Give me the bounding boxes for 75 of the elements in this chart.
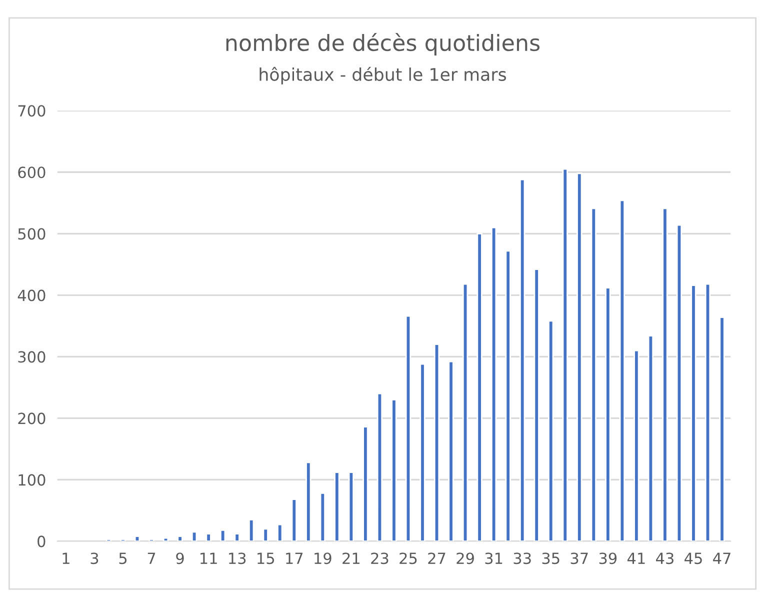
bar xyxy=(562,168,568,542)
bar xyxy=(676,224,682,542)
x-tick-label: 17 xyxy=(286,552,303,564)
x-tick-label: 31 xyxy=(485,552,502,564)
bar xyxy=(277,524,283,542)
bar xyxy=(719,316,725,542)
chart-subtitle: hôpitaux - début le 1er mars xyxy=(260,66,506,84)
x-tick-label: 25 xyxy=(400,552,417,564)
y-tick-label: 500 xyxy=(18,228,46,240)
y-tick-label: 100 xyxy=(18,474,46,486)
y-tick-label: 600 xyxy=(18,166,46,178)
x-tick-label: 13 xyxy=(229,552,246,564)
bar xyxy=(690,284,696,542)
bar xyxy=(476,232,482,542)
bar xyxy=(248,518,254,542)
bar xyxy=(662,208,668,542)
y-tick-label: 0 xyxy=(38,536,46,548)
x-tick-label: 21 xyxy=(342,552,360,564)
bar xyxy=(548,320,554,542)
x-tick-label: 9 xyxy=(176,552,184,564)
bar xyxy=(320,492,326,542)
bar xyxy=(520,178,526,542)
bar xyxy=(420,363,426,542)
bar xyxy=(590,208,596,542)
x-tick-label: 23 xyxy=(371,552,388,564)
x-tick-label: 27 xyxy=(428,552,446,564)
x-tick-label: 41 xyxy=(627,552,645,564)
bar xyxy=(619,200,626,542)
y-tick-label: 300 xyxy=(18,351,46,363)
x-tick-label: 39 xyxy=(599,552,617,564)
bar xyxy=(462,283,468,542)
bar xyxy=(434,344,440,542)
x-tick-label: 19 xyxy=(314,552,332,564)
bar xyxy=(505,250,511,542)
bar xyxy=(391,399,397,542)
bar xyxy=(191,531,198,542)
bar xyxy=(576,172,582,542)
bar xyxy=(605,287,611,542)
bar xyxy=(291,498,297,542)
bar xyxy=(405,315,412,542)
y-tick-label: 200 xyxy=(18,412,46,424)
bar xyxy=(234,533,240,542)
bar xyxy=(362,426,368,542)
x-tick-label: 3 xyxy=(90,552,98,564)
bar xyxy=(648,335,654,542)
bar xyxy=(534,268,540,542)
y-tick-label: 700 xyxy=(18,105,46,117)
bar xyxy=(348,472,354,542)
y-tick-label: 400 xyxy=(18,290,46,302)
bar xyxy=(134,536,140,542)
x-tick-label: 7 xyxy=(148,552,156,564)
chart-title: nombre de décès quotidiens xyxy=(226,33,540,56)
bar xyxy=(448,360,454,542)
bar xyxy=(306,462,312,542)
x-tick-label: 11 xyxy=(200,552,217,564)
x-tick-label: 37 xyxy=(570,552,588,564)
bar xyxy=(704,283,711,542)
bar xyxy=(634,350,640,542)
x-tick-label: 33 xyxy=(514,552,531,564)
x-tick-label: 5 xyxy=(119,552,127,564)
bar xyxy=(177,536,183,542)
x-tick-label: 15 xyxy=(258,552,274,564)
x-tick-label: 29 xyxy=(456,552,474,564)
x-tick-label: 1 xyxy=(62,552,70,564)
bar xyxy=(376,392,383,542)
x-tick-label: 45 xyxy=(684,552,702,564)
x-tick-label: 47 xyxy=(713,552,730,564)
bar xyxy=(262,528,268,542)
bar xyxy=(206,533,212,542)
bar xyxy=(220,529,226,542)
bar xyxy=(162,537,169,542)
x-tick-label: 43 xyxy=(656,552,674,564)
x-tick-label: 35 xyxy=(542,552,560,564)
bar xyxy=(334,472,340,542)
bar xyxy=(490,226,497,542)
